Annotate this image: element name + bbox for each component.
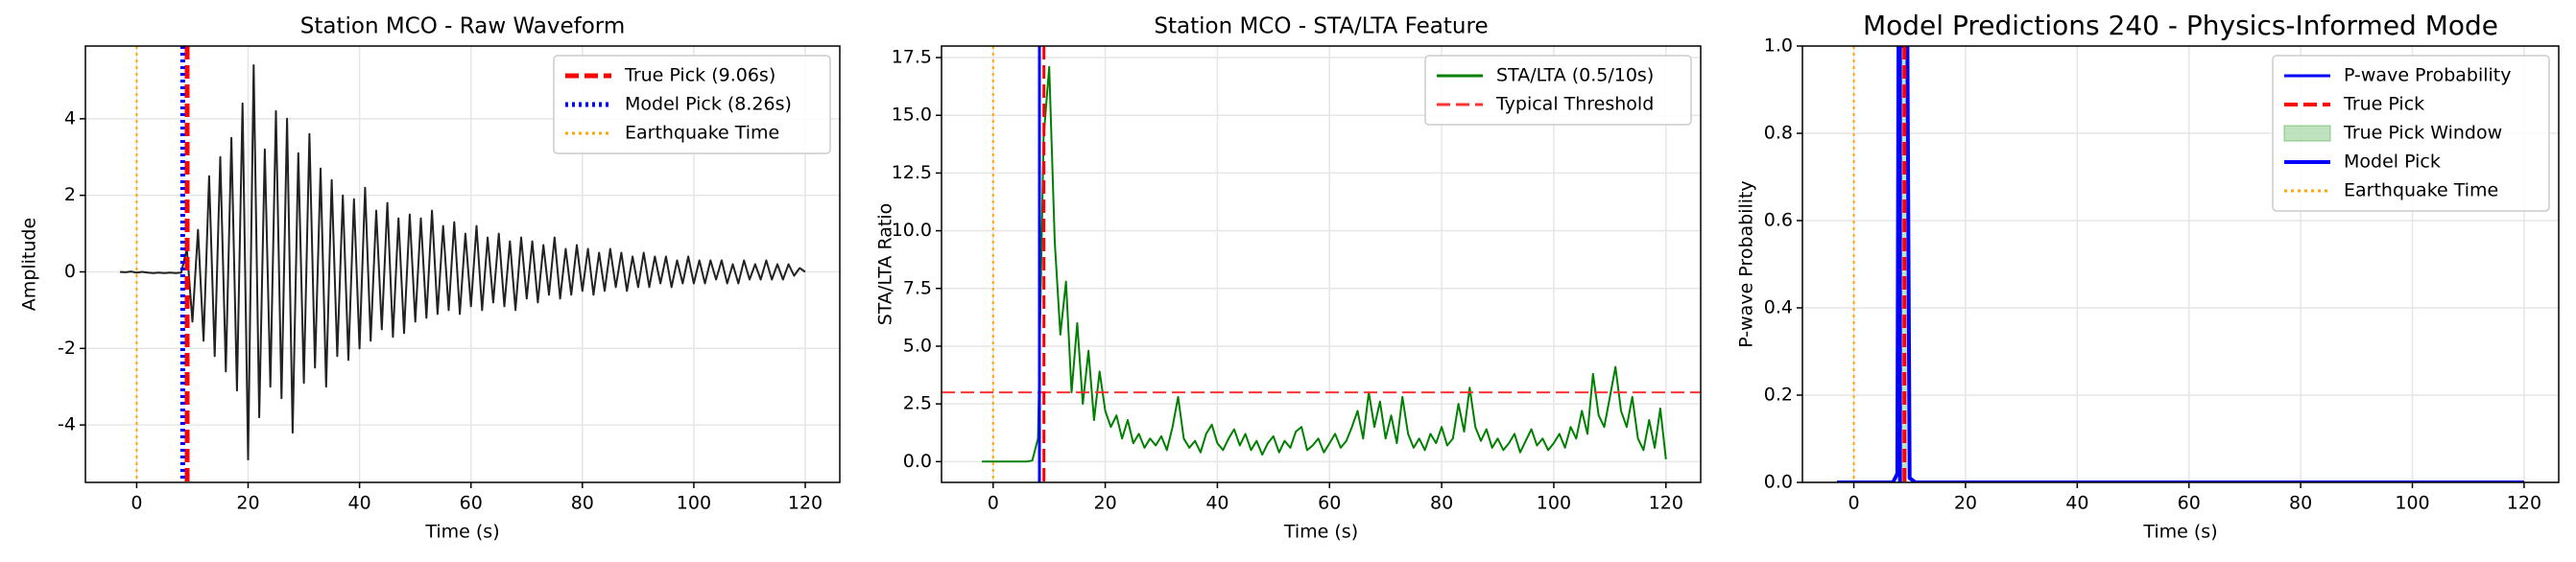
series-line	[982, 65, 1667, 463]
legend-box	[1424, 55, 1692, 126]
y-tick-label: 1.0	[1764, 35, 1793, 57]
x-tick-label: 80	[2289, 493, 2312, 514]
x-tick-label: 0	[1848, 493, 1859, 514]
plot-area	[119, 46, 806, 482]
y-tick-label: 0.0	[1764, 472, 1793, 493]
chart-title: Station MCO - STA/LTA Feature	[1154, 14, 1488, 39]
plot-area	[942, 46, 1701, 482]
x-tick-label: 100	[1537, 493, 1571, 514]
x-axis-label: Time (s)	[1283, 522, 1358, 543]
y-tick-label: 12.5	[892, 162, 932, 183]
x-tick-label: 20	[236, 493, 259, 514]
y-tick-label: 0.0	[903, 451, 932, 472]
legend-label: True Pick	[2343, 94, 2424, 115]
legend-label: Earthquake Time	[2344, 180, 2498, 201]
legend-label: Model Pick (8.26s)	[625, 94, 792, 115]
y-tick-label: 0.2	[1764, 385, 1793, 406]
y-tick-label: 10.0	[892, 220, 932, 241]
legend-label: P-wave Probability	[2344, 65, 2512, 86]
y-tick-label: -4	[58, 414, 76, 435]
legend-label: True Pick Window	[2343, 123, 2502, 144]
y-tick-label: 0.8	[1764, 123, 1793, 144]
y-tick-label: 5.0	[903, 335, 932, 356]
legend-label: Model Pick	[2344, 152, 2441, 173]
legend-box	[553, 55, 831, 154]
x-tick-label: 120	[1649, 493, 1683, 514]
series-line	[119, 64, 806, 461]
axes-frame	[84, 45, 841, 483]
chart-title: Model Predictions 240 - Physics-Informed…	[1863, 10, 2498, 41]
x-tick-label: 80	[571, 493, 594, 514]
y-tick-label: 15.0	[892, 105, 932, 126]
series-line	[1837, 46, 2524, 482]
legend-label: STA/LTA (0.5/10s)	[1496, 65, 1654, 86]
y-tick-label: 2.5	[903, 393, 932, 414]
x-tick-label: 40	[1205, 493, 1228, 514]
x-tick-label: 60	[2178, 493, 2201, 514]
x-tick-label: 60	[1318, 493, 1341, 514]
y-tick-label: 0.6	[1764, 210, 1793, 231]
x-tick-label: 0	[131, 493, 142, 514]
y-tick-label: 17.5	[892, 47, 932, 68]
x-tick-label: 80	[1430, 493, 1453, 514]
legend-swatch	[2283, 125, 2331, 142]
y-axis-label: Amplitude	[19, 218, 40, 311]
x-tick-label: 100	[677, 493, 711, 514]
y-axis-label: P-wave Probability	[1736, 180, 1757, 348]
y-tick-label: 0.4	[1764, 297, 1793, 318]
x-tick-label: 20	[1093, 493, 1116, 514]
y-tick-label: -2	[58, 338, 76, 359]
y-axis-label: STA/LTA Ratio	[875, 203, 896, 326]
y-tick-label: 0	[64, 261, 76, 282]
legend-label: Earthquake Time	[625, 123, 779, 144]
x-tick-label: 60	[460, 493, 483, 514]
chart-title: Station MCO - Raw Waveform	[300, 14, 625, 39]
x-tick-label: 0	[988, 493, 999, 514]
y-tick-label: 7.5	[903, 277, 932, 298]
x-tick-label: 40	[2065, 493, 2088, 514]
axes-frame	[941, 45, 1702, 483]
legend-label: Typical Threshold	[1495, 94, 1654, 115]
x-axis-label: Time (s)	[424, 522, 499, 543]
x-tick-label: 20	[1954, 493, 1977, 514]
x-tick-label: 40	[348, 493, 371, 514]
legend-label: True Pick (9.06s)	[624, 65, 775, 86]
y-tick-label: 4	[64, 107, 76, 129]
axes-frame	[1801, 45, 2560, 483]
x-tick-label: 120	[2507, 493, 2541, 514]
legend-box	[2272, 55, 2550, 212]
plot-area	[1837, 46, 2524, 482]
x-tick-label: 100	[2395, 493, 2429, 514]
y-tick-label: 2	[64, 184, 76, 205]
x-axis-label: Time (s)	[2142, 522, 2217, 543]
x-tick-label: 120	[788, 493, 823, 514]
